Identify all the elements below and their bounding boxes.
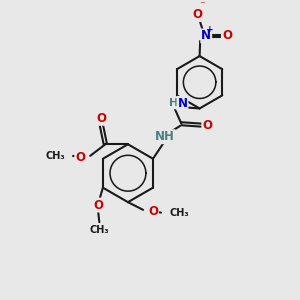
Text: N: N — [201, 29, 211, 43]
Text: CH₃: CH₃ — [89, 225, 109, 235]
Text: CH₃: CH₃ — [46, 152, 65, 161]
Text: H: H — [169, 98, 178, 108]
Text: O: O — [222, 29, 232, 43]
Text: O: O — [148, 205, 158, 218]
Text: O: O — [75, 151, 85, 164]
Text: O: O — [96, 112, 106, 125]
Text: O: O — [93, 199, 103, 212]
Text: NH: NH — [155, 130, 175, 143]
Text: O: O — [202, 118, 212, 132]
Text: ⁻: ⁻ — [200, 0, 205, 10]
Text: +: + — [206, 25, 214, 34]
Text: CH₃: CH₃ — [169, 208, 189, 218]
Text: N: N — [178, 97, 188, 110]
Text: O: O — [192, 8, 203, 21]
